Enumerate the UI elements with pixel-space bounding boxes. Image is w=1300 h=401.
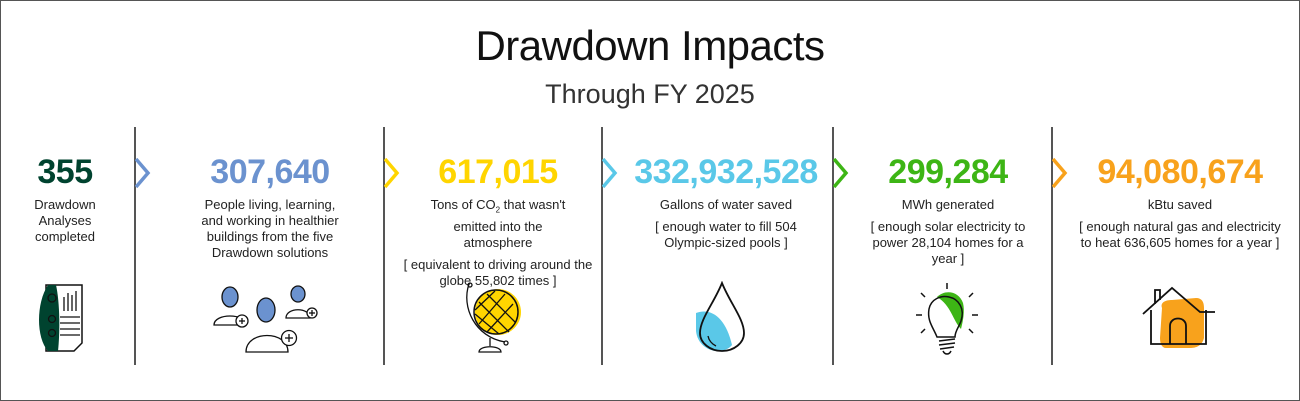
light-bulb-icon bbox=[916, 283, 978, 355]
stat-description: Gallons of water saved bbox=[659, 197, 793, 212]
stat-energy: 299,284 MWh generated [ enough solar ele… bbox=[848, 152, 1048, 267]
stat-people: 307,640 People living, learning, and wor… bbox=[190, 152, 350, 261]
stat-description: Drawdown Analyses completed bbox=[34, 197, 96, 244]
stat-note: [ enough water to fill 504 Olympic-sized… bbox=[655, 219, 797, 250]
stat-description: kBtu saved bbox=[1147, 197, 1213, 212]
chevron-right-icon bbox=[1052, 158, 1068, 188]
stat-description: MWh generated bbox=[901, 197, 995, 212]
divider bbox=[832, 127, 834, 365]
stat-value: 307,640 bbox=[210, 153, 330, 191]
page-title: Drawdown Impacts bbox=[475, 22, 825, 69]
stat-value: 299,284 bbox=[888, 153, 1008, 191]
globe-icon bbox=[466, 282, 521, 353]
divider bbox=[134, 127, 136, 365]
chevron-right-icon bbox=[602, 158, 618, 188]
divider bbox=[601, 127, 603, 365]
stat-description: People living, learning, and working in … bbox=[201, 197, 339, 260]
stat-kbtu: 94,080,674 kBtu saved [ enough natural g… bbox=[1075, 152, 1285, 251]
stat-value: 332,932,528 bbox=[634, 153, 818, 191]
stat-value: 355 bbox=[37, 153, 93, 191]
stat-description: Tons of CO2 that wasn't emitted into the… bbox=[430, 197, 566, 250]
stat-analyses: 355 Drawdown Analyses completed bbox=[5, 152, 125, 245]
stat-note: [ enough solar electricity to power 28,1… bbox=[870, 219, 1026, 266]
stat-co2: 617,015 Tons of CO2 that wasn't emitted … bbox=[403, 152, 593, 289]
chevron-right-icon bbox=[833, 158, 849, 188]
stat-value: 617,015 bbox=[438, 153, 558, 191]
divider bbox=[1051, 127, 1053, 365]
water-drop-icon bbox=[696, 281, 745, 352]
stat-water: 332,932,528 Gallons of water saved [ eno… bbox=[616, 152, 836, 251]
chevron-right-icon bbox=[135, 158, 151, 188]
chevron-right-icon bbox=[384, 158, 400, 188]
stat-value: 94,080,674 bbox=[1097, 153, 1263, 191]
analysis-report-icon bbox=[39, 284, 83, 352]
divider bbox=[383, 127, 385, 365]
page-subtitle: Through FY 2025 bbox=[545, 79, 755, 109]
people-add-icon bbox=[213, 285, 318, 353]
stat-note: [ enough natural gas and electricity to … bbox=[1079, 219, 1281, 250]
house-icon bbox=[1142, 286, 1215, 348]
